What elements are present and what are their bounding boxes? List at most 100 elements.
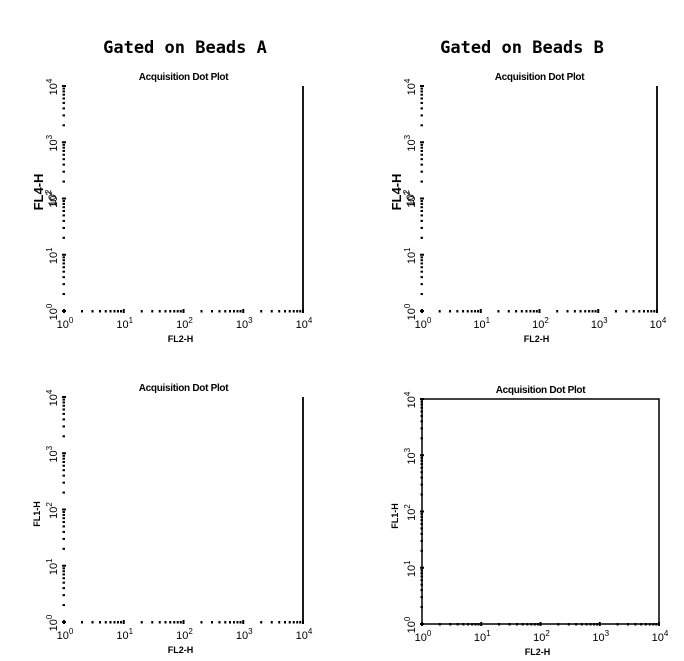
x-axis-dots: [80, 310, 302, 313]
plot-panel-3: Acquisition Dot Plot 100 101 102 103 104 100 10…: [32, 383, 313, 655]
y-tick-label: 104: [403, 391, 418, 408]
y-tick-label: 103: [45, 445, 60, 462]
y-major-tick: [62, 85, 66, 87]
y-major-tick: [62, 452, 66, 455]
y-tick-label: 102: [45, 502, 60, 519]
x-axis-title: FL2-H: [524, 334, 550, 344]
svg-text:102: 102: [403, 191, 418, 208]
y-axis-title: FL4-H: [389, 174, 404, 211]
svg-text:103: 103: [403, 134, 418, 151]
x-tick-label: 103: [591, 316, 608, 331]
y-tick-label: 102: [403, 504, 418, 521]
y-tick-label: 103: [403, 447, 418, 464]
x-major-tick: [302, 620, 304, 624]
svg-text:104: 104: [296, 627, 313, 642]
x-axis-dots: [438, 310, 656, 313]
y-major-tick: [420, 85, 424, 87]
x-tick-label: 102: [176, 316, 193, 331]
y-axis-title: FL4-H: [31, 174, 46, 211]
svg-text:100: 100: [45, 303, 60, 320]
y-major-tick: [62, 396, 66, 398]
svg-text:100: 100: [57, 316, 74, 331]
svg-text:104: 104: [45, 389, 60, 406]
x-axis-dots: [438, 623, 658, 626]
x-tick-label: 100: [57, 316, 74, 331]
x-major-tick: [182, 620, 185, 624]
x-tick-label: 104: [296, 627, 313, 642]
x-axis-title: FL2-H: [168, 334, 194, 344]
x-major-tick: [538, 309, 541, 313]
y-major-tick: [420, 398, 424, 400]
x-tick-label: 101: [116, 627, 133, 642]
svg-text:104: 104: [296, 316, 313, 331]
y-major-tick: [62, 564, 66, 567]
svg-text:104: 104: [652, 629, 669, 644]
column-title-beads-a: Gated on Beads A: [103, 38, 267, 58]
plot-frame: [421, 398, 660, 625]
svg-text:100: 100: [415, 316, 432, 331]
x-major-tick: [122, 620, 125, 624]
y-major-tick: [62, 253, 66, 256]
svg-text:103: 103: [591, 316, 608, 331]
y-tick-label: 102: [403, 191, 418, 208]
y-tick-label: 104: [403, 78, 418, 95]
plot-panel-4: Acquisition Dot Plot 100 101 102 103 104 100 10…: [390, 385, 669, 657]
y-tick-label: 102: [45, 191, 60, 208]
svg-text:102: 102: [403, 504, 418, 521]
svg-text:100: 100: [403, 303, 418, 320]
x-tick-label: 104: [652, 629, 669, 644]
x-tick-label: 101: [116, 316, 133, 331]
y-tick-label-extra: 102: [402, 189, 417, 206]
y-tick-label: 101: [45, 247, 60, 264]
svg-text:103: 103: [403, 447, 418, 464]
y-tick-label: 101: [403, 247, 418, 264]
x-tick-label: 100: [57, 627, 74, 642]
svg-text:102: 102: [44, 189, 59, 206]
x-major-tick: [302, 309, 304, 313]
x-tick-label: 103: [236, 316, 253, 331]
y-axis-dots: [62, 87, 65, 296]
y-axis-title: FL1-H: [390, 503, 400, 529]
y-tick-label: 100: [403, 303, 418, 320]
svg-text:101: 101: [403, 247, 418, 264]
x-tick-label: 102: [533, 629, 550, 644]
svg-text:104: 104: [403, 78, 418, 95]
svg-text:102: 102: [45, 191, 60, 208]
x-tick-label: 103: [592, 629, 609, 644]
svg-text:103: 103: [236, 316, 253, 331]
y-tick-label: 100: [45, 303, 60, 320]
y-axis-title: FL1-H: [32, 501, 42, 527]
y-major-tick: [420, 310, 424, 312]
svg-text:102: 102: [402, 189, 417, 206]
x-major-tick: [597, 309, 600, 313]
y-major-tick: [420, 253, 424, 256]
y-major-tick: [420, 141, 424, 144]
svg-text:102: 102: [176, 316, 193, 331]
svg-text:101: 101: [116, 627, 133, 642]
y-major-tick: [420, 510, 424, 513]
y-axis-dots: [420, 87, 423, 296]
x-tick-label: 100: [415, 629, 432, 644]
plot-panel-1: Acquisition Dot Plot 100 101 102 103 104 100 10…: [31, 72, 313, 344]
x-major-tick: [479, 309, 482, 313]
x-major-tick: [658, 622, 660, 626]
x-major-tick: [242, 309, 245, 313]
y-axis-dots: [62, 398, 65, 607]
y-tick-label: 103: [45, 134, 60, 151]
plot-title: Acquisition Dot Plot: [495, 72, 586, 83]
svg-text:104: 104: [45, 78, 60, 95]
svg-text:101: 101: [403, 560, 418, 577]
y-tick-label: 104: [45, 389, 60, 406]
x-major-tick: [242, 620, 245, 624]
svg-text:101: 101: [45, 247, 60, 264]
svg-text:100: 100: [415, 629, 432, 644]
svg-text:103: 103: [236, 627, 253, 642]
column-title-beads-b: Gated on Beads B: [440, 38, 604, 58]
y-axis-dots: [420, 400, 423, 609]
x-tick-label: 103: [236, 627, 253, 642]
svg-text:101: 101: [473, 316, 490, 331]
plot-panel-2: Acquisition Dot Plot 100 101 102 103 104 100 10…: [389, 72, 667, 344]
plot-title: Acquisition Dot Plot: [139, 72, 230, 83]
x-tick-label: 100: [415, 316, 432, 331]
